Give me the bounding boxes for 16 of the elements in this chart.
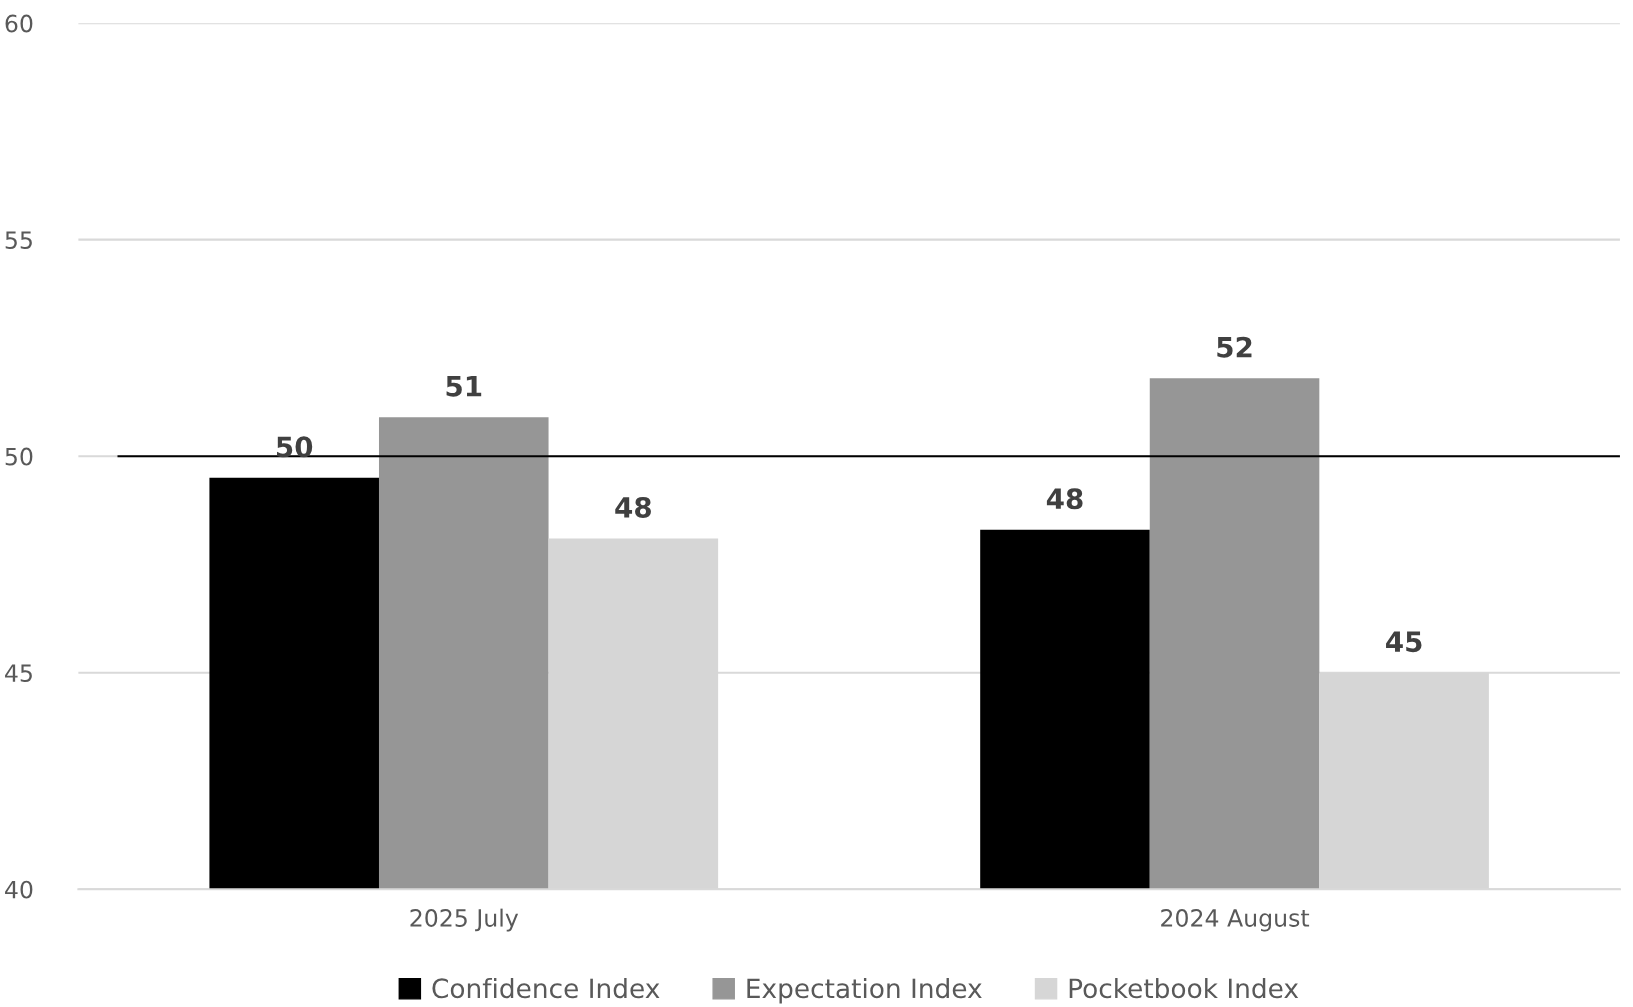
data-label: 45 <box>1386 631 1422 653</box>
data-label: 48 <box>615 496 651 518</box>
y-tick-label: 45 <box>5 664 32 682</box>
data-label: 48 <box>1046 488 1083 510</box>
legend-label: Pocketbook Index <box>1069 977 1299 999</box>
data-label: 52 <box>1217 336 1252 358</box>
y-tick-label: 55 <box>5 231 32 249</box>
y-tick-label: 50 <box>5 447 33 466</box>
x-tick-label: 2024 August <box>1161 909 1310 932</box>
y-tick-label: 40 <box>5 880 33 899</box>
legend-label: Confidence Index <box>432 977 660 999</box>
legend-label: Expectation Index <box>747 977 982 1004</box>
data-label: 50 <box>277 436 313 458</box>
y-tick-label: 60 <box>5 14 33 33</box>
data-label: 51 <box>446 376 482 397</box>
x-tick-label: 2025 July <box>410 908 519 932</box>
